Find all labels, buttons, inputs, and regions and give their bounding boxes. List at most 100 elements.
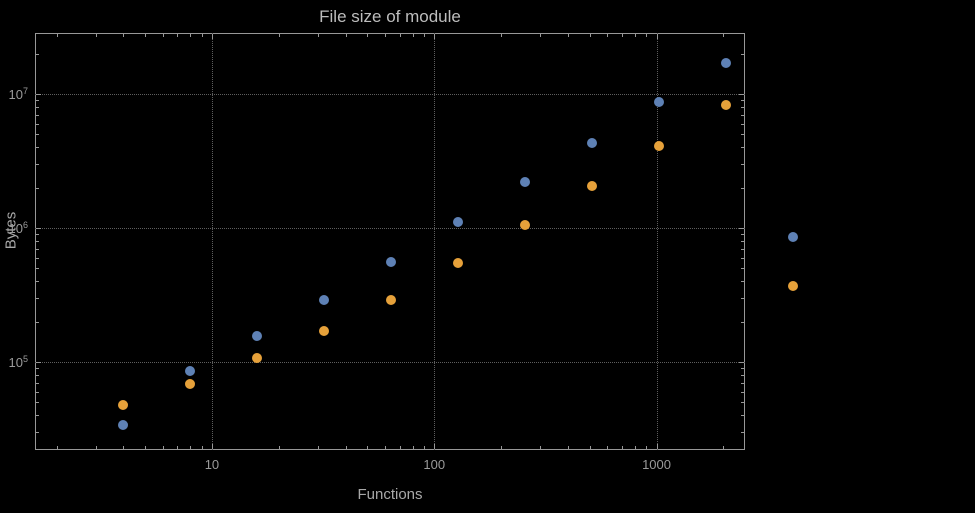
y-tick-label: 105 [8, 353, 28, 371]
y-tick-mark [741, 391, 744, 393]
y-tick-mark [36, 234, 39, 236]
x-tick-mark [568, 446, 570, 449]
y-tick-mark [36, 281, 39, 283]
x-tick-mark [384, 34, 386, 37]
x-tick-mark [145, 446, 146, 449]
x-tick-mark [607, 34, 609, 37]
y-tick-mark [741, 234, 744, 236]
x-tick-mark [723, 34, 725, 37]
x-tick-mark [399, 446, 401, 449]
y-tick-mark [36, 361, 41, 363]
gridline-vertical [434, 33, 436, 450]
gridline-horizontal [35, 361, 745, 363]
x-tick-mark [317, 446, 319, 449]
y-tick-mark [36, 134, 39, 136]
y-tick-mark [741, 187, 744, 189]
y-tick-mark [741, 382, 744, 384]
data-point-series-orange [519, 220, 530, 231]
data-point-series-orange [386, 294, 397, 305]
x-tick-mark [56, 446, 58, 449]
y-tick-mark [36, 368, 39, 370]
gridline-vertical [211, 33, 213, 450]
x-tick-mark [177, 446, 179, 449]
gridline-horizontal [35, 93, 745, 95]
y-tick-mark [36, 374, 39, 376]
y-tick-mark [741, 163, 744, 165]
y-tick-mark [741, 53, 744, 55]
y-tick-mark [36, 100, 39, 102]
y-tick-mark [741, 268, 744, 270]
y-tick-mark [741, 248, 744, 250]
x-tick-mark [540, 446, 542, 449]
data-point-series-blue [185, 366, 196, 377]
x-tick-label: 100 [423, 457, 446, 472]
x-tick-mark [123, 34, 125, 37]
x-tick-mark [95, 446, 97, 449]
x-tick-mark [656, 444, 658, 449]
y-tick-label: 107 [8, 85, 28, 103]
y-tick-label: 106 [8, 219, 28, 237]
data-point-series-blue [453, 217, 464, 228]
data-point-series-blue [252, 331, 263, 342]
y-tick-mark [741, 106, 744, 108]
y-tick-mark [739, 227, 744, 229]
y-tick-mark [741, 147, 744, 149]
y-tick-mark [741, 368, 744, 370]
x-tick-mark [345, 446, 347, 449]
x-tick-mark [607, 446, 609, 449]
y-tick-mark [36, 123, 39, 125]
gridline-vertical [656, 33, 658, 450]
x-tick-mark [646, 446, 648, 449]
y-tick-mark [741, 431, 744, 433]
data-point-series-orange [185, 379, 196, 390]
x-tick-mark [317, 34, 319, 37]
x-tick-mark [589, 446, 591, 449]
x-tick-mark [345, 34, 347, 37]
y-tick-mark [741, 415, 744, 417]
y-tick-mark [36, 415, 39, 417]
x-tick-mark [424, 34, 426, 37]
data-point-series-orange [653, 140, 664, 151]
x-tick-label: 1000 [642, 457, 671, 472]
y-tick-mark [36, 391, 39, 393]
data-point-series-blue [118, 419, 129, 430]
x-tick-mark [367, 446, 369, 449]
x-tick-mark [190, 34, 192, 37]
y-tick-mark [741, 257, 744, 259]
y-tick-mark [741, 374, 744, 376]
y-tick-mark [36, 240, 39, 242]
gridline-horizontal [35, 227, 745, 229]
data-point-series-orange [787, 280, 798, 291]
y-tick-mark [739, 361, 744, 363]
x-tick-mark [540, 34, 542, 37]
data-point-series-blue [787, 232, 798, 243]
x-tick-mark [399, 34, 401, 37]
y-tick-mark [36, 106, 39, 108]
x-tick-mark [646, 34, 648, 37]
x-tick-mark [278, 446, 280, 449]
x-tick-mark [95, 34, 97, 37]
plot-frame [35, 33, 745, 450]
x-tick-mark [384, 446, 386, 449]
x-tick-mark [589, 34, 591, 37]
x-tick-label: 10 [204, 457, 220, 472]
x-tick-mark [568, 34, 570, 37]
y-tick-mark [741, 123, 744, 125]
data-point-series-blue [586, 138, 597, 149]
chart-title: File size of module [319, 7, 461, 26]
x-tick-mark [190, 446, 192, 449]
y-tick-mark [741, 281, 744, 283]
y-tick-mark [36, 114, 39, 116]
y-tick-mark [741, 100, 744, 102]
x-tick-mark [278, 34, 280, 37]
y-tick-mark [36, 163, 39, 165]
x-tick-mark [412, 446, 414, 449]
x-tick-mark [162, 446, 164, 449]
x-tick-mark [211, 34, 213, 39]
x-tick-mark [634, 446, 636, 449]
y-tick-mark [741, 134, 744, 136]
x-tick-mark [501, 34, 503, 37]
data-point-series-orange [453, 257, 464, 268]
y-tick-mark [36, 227, 41, 229]
